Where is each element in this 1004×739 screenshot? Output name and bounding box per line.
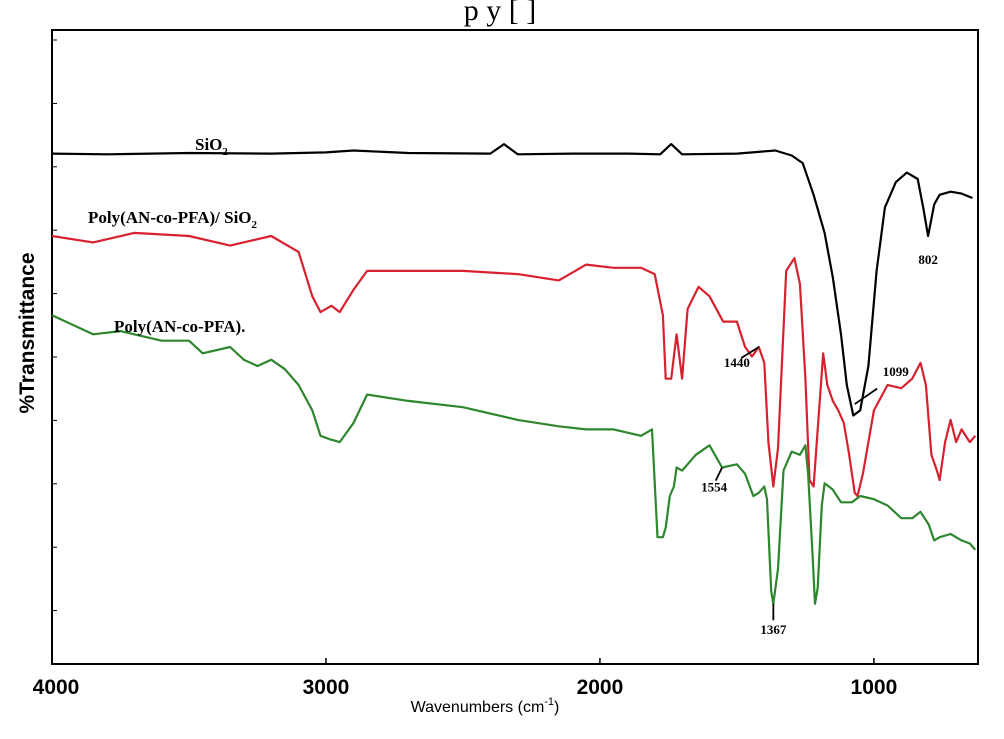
peak-label-802: 802 [918,252,938,267]
series-label-sio2: SiO2 [195,135,228,158]
y-axis-ticks [52,39,57,612]
peak-label-1367: 1367 [760,622,787,637]
x-axis-ticks: 4000 3000 2000 1000 [33,658,898,699]
x-tick-label: 1000 [851,676,898,699]
series-line-1 [51,231,977,498]
x-tick-label: 3000 [303,676,350,699]
annotation-leader [740,346,760,359]
series-label-poly-sio2: Poly(AN-co-PFA)/ SiO2 [88,208,258,231]
plot-frame [51,29,979,665]
series-line-0 [51,143,973,417]
annotation-leader [854,387,878,405]
peak-label-1440: 1440 [724,355,750,370]
y-axis-title: %Transmittance [16,252,39,413]
series-label-poly: Poly(AN-co-PFA). [114,317,245,336]
peak-annotations: 802 1099 1440 1554 1367 [701,252,938,637]
peak-label-1554: 1554 [701,479,728,494]
x-tick-label: 2000 [577,676,624,699]
x-axis-title: Wavenumbers (cm-1) [411,696,560,716]
x-tick-label: 4000 [33,676,80,699]
peak-label-1099: 1099 [883,364,910,379]
annotation-leader [714,467,723,482]
header-fragment: p y [ ] [464,0,536,27]
